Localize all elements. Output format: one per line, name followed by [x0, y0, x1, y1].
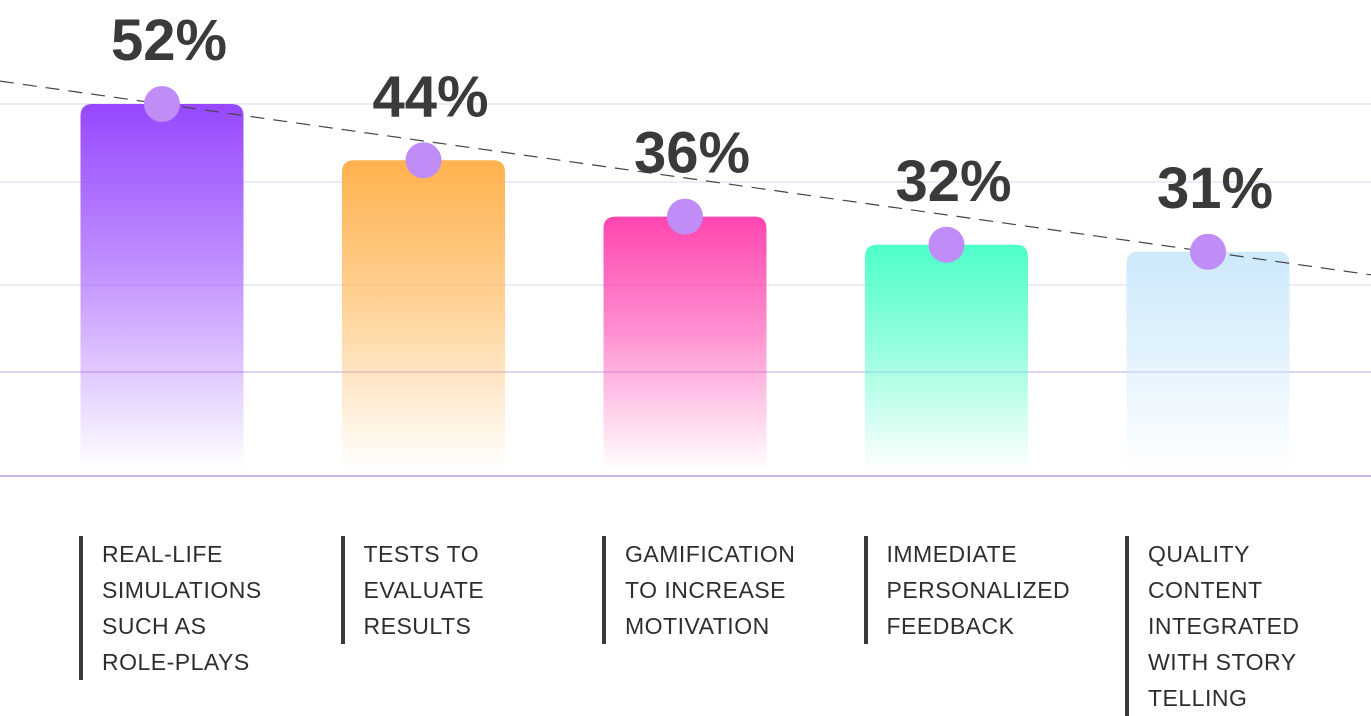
marker-3 [928, 226, 965, 263]
trend-line [0, 80, 1371, 276]
marker-1 [405, 142, 442, 179]
bar-1 [342, 160, 505, 471]
value-label-2: 36% [634, 121, 750, 186]
bar-3 [865, 244, 1028, 470]
category-label-1: TESTS TO EVALUATE RESULTS [340, 536, 594, 644]
category-label-2: GAMIFICATION TO INCREASE MOTIVATION [602, 536, 855, 644]
value-label-1: 44% [372, 64, 488, 129]
marker-2 [667, 198, 703, 235]
value-label-0: 52% [111, 8, 227, 73]
bar-4 [1126, 251, 1290, 470]
value-label-4: 31% [1157, 156, 1273, 221]
marker-0 [144, 86, 180, 122]
value-label-3: 32% [895, 149, 1011, 214]
bar-2 [603, 216, 767, 470]
category-label-4: QUALITY CONTENT INTEGRATED WITH STORY TE… [1125, 536, 1371, 716]
category-label-0: REAL-LIFE SIMULATIONS SUCH AS ROLE-PLAYS [79, 536, 332, 680]
bar-0 [80, 104, 244, 470]
category-label-3: IMMEDIATE PERSONALIZED FEEDBACK [863, 536, 1117, 644]
marker-4 [1190, 233, 1226, 270]
